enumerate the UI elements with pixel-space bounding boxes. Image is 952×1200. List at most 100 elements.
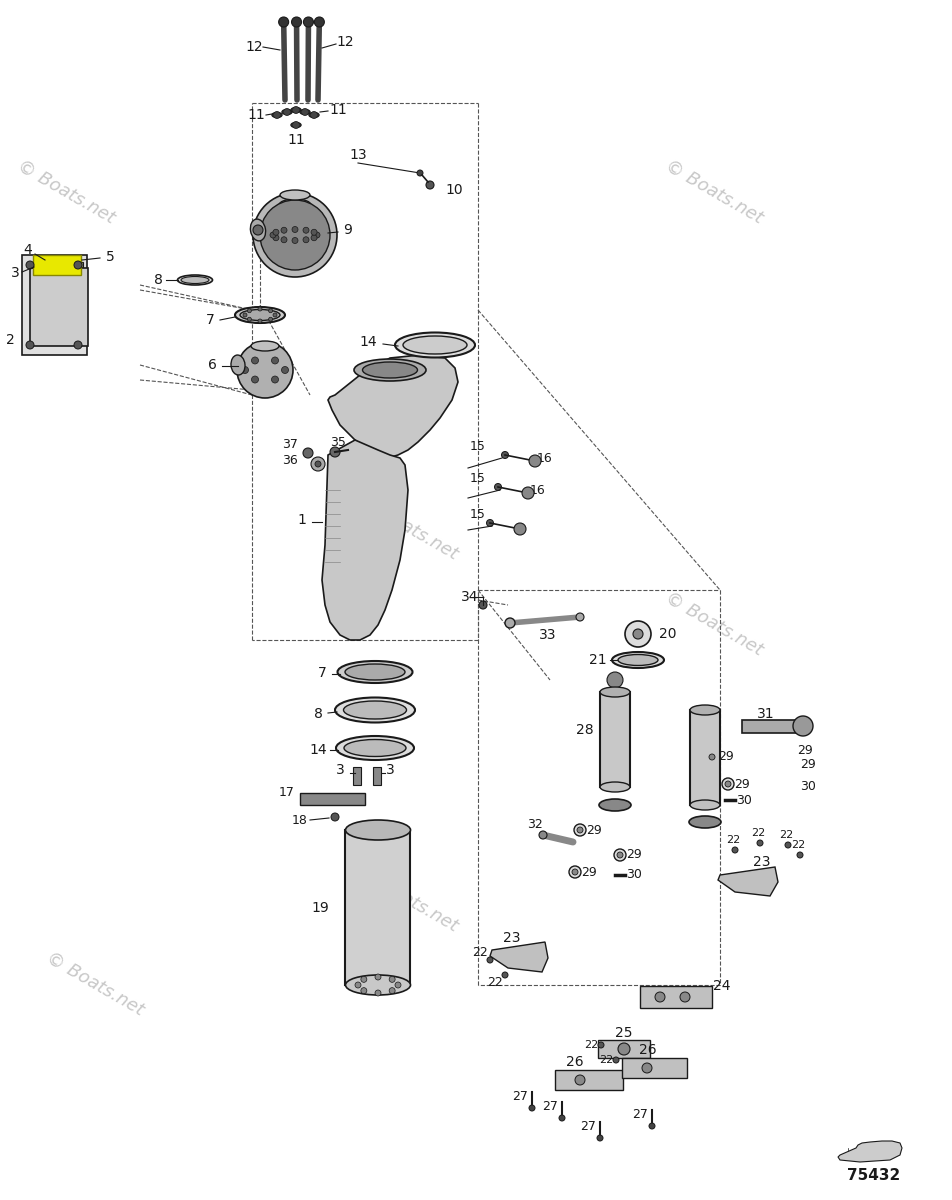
Text: 23: 23 xyxy=(504,931,521,946)
Circle shape xyxy=(273,235,279,241)
Text: 14: 14 xyxy=(359,335,377,349)
Circle shape xyxy=(479,601,487,608)
Ellipse shape xyxy=(231,355,245,374)
Circle shape xyxy=(709,754,715,760)
Ellipse shape xyxy=(354,359,426,382)
Circle shape xyxy=(281,236,287,242)
Circle shape xyxy=(258,319,262,323)
Circle shape xyxy=(725,781,731,787)
Circle shape xyxy=(311,457,325,470)
Ellipse shape xyxy=(235,307,285,323)
Circle shape xyxy=(292,238,298,244)
Text: 3: 3 xyxy=(386,763,394,778)
Circle shape xyxy=(292,121,300,128)
Text: © Boats.net: © Boats.net xyxy=(662,157,766,227)
Ellipse shape xyxy=(300,109,310,114)
Text: 16: 16 xyxy=(530,485,545,498)
Circle shape xyxy=(505,618,515,628)
Text: 15: 15 xyxy=(470,440,486,454)
Circle shape xyxy=(268,308,272,313)
Circle shape xyxy=(617,852,623,858)
Circle shape xyxy=(706,751,718,763)
Ellipse shape xyxy=(690,704,720,715)
Text: 7: 7 xyxy=(206,313,214,326)
Circle shape xyxy=(529,455,541,467)
Circle shape xyxy=(292,227,298,233)
Text: 32: 32 xyxy=(527,818,543,832)
Circle shape xyxy=(330,446,340,457)
Ellipse shape xyxy=(291,108,301,113)
Bar xyxy=(22,254,87,355)
Bar xyxy=(353,767,361,785)
Text: 29: 29 xyxy=(626,848,642,862)
Text: 27: 27 xyxy=(632,1108,648,1121)
Circle shape xyxy=(284,108,290,115)
Circle shape xyxy=(26,341,34,349)
Circle shape xyxy=(559,1115,565,1121)
Text: 14: 14 xyxy=(309,743,327,757)
Ellipse shape xyxy=(336,736,414,760)
Circle shape xyxy=(502,451,508,458)
Text: 21: 21 xyxy=(589,653,606,667)
Text: 29: 29 xyxy=(734,778,750,791)
Text: 1: 1 xyxy=(298,514,307,527)
Text: 29: 29 xyxy=(586,823,602,836)
Ellipse shape xyxy=(338,661,412,683)
Text: 6: 6 xyxy=(208,358,216,372)
Circle shape xyxy=(74,260,82,269)
Text: 29: 29 xyxy=(718,750,734,763)
Circle shape xyxy=(315,461,321,467)
Circle shape xyxy=(361,977,367,983)
Ellipse shape xyxy=(177,275,212,284)
Ellipse shape xyxy=(291,122,301,127)
Ellipse shape xyxy=(612,652,664,668)
Ellipse shape xyxy=(395,332,475,358)
Circle shape xyxy=(311,229,317,235)
Bar xyxy=(742,720,800,733)
Ellipse shape xyxy=(181,276,209,283)
Circle shape xyxy=(273,313,277,317)
Circle shape xyxy=(248,308,251,313)
Text: 11: 11 xyxy=(288,133,305,146)
Text: 24: 24 xyxy=(713,979,731,994)
Polygon shape xyxy=(328,355,458,458)
Text: 30: 30 xyxy=(736,793,752,806)
Text: 9: 9 xyxy=(344,223,352,236)
Text: 30: 30 xyxy=(626,869,642,882)
Circle shape xyxy=(248,317,251,322)
Circle shape xyxy=(26,260,34,269)
Circle shape xyxy=(273,229,279,235)
Circle shape xyxy=(793,716,813,736)
Text: © Boats.net: © Boats.net xyxy=(357,865,462,935)
Text: 23: 23 xyxy=(753,854,771,869)
Circle shape xyxy=(251,376,259,383)
Circle shape xyxy=(279,17,288,26)
Circle shape xyxy=(314,232,320,238)
Text: 30: 30 xyxy=(800,780,816,793)
Ellipse shape xyxy=(335,697,415,722)
Ellipse shape xyxy=(346,820,410,840)
Text: 35: 35 xyxy=(330,437,346,450)
Bar xyxy=(30,268,88,346)
Circle shape xyxy=(281,227,287,233)
Text: 27: 27 xyxy=(512,1090,528,1103)
Circle shape xyxy=(270,232,276,238)
Circle shape xyxy=(395,982,401,988)
Text: 20: 20 xyxy=(659,626,677,641)
Text: 13: 13 xyxy=(349,148,367,162)
Circle shape xyxy=(361,988,367,994)
Circle shape xyxy=(292,107,300,114)
Circle shape xyxy=(572,869,578,875)
Text: 11: 11 xyxy=(329,103,347,116)
Circle shape xyxy=(655,992,665,1002)
Text: 27: 27 xyxy=(542,1099,558,1112)
Circle shape xyxy=(797,852,803,858)
Bar xyxy=(690,710,720,805)
Text: 22: 22 xyxy=(472,946,487,959)
Circle shape xyxy=(258,307,262,311)
Ellipse shape xyxy=(345,664,405,680)
Polygon shape xyxy=(838,1141,902,1162)
Circle shape xyxy=(680,992,690,1002)
Circle shape xyxy=(574,824,586,836)
Bar xyxy=(640,986,712,1008)
